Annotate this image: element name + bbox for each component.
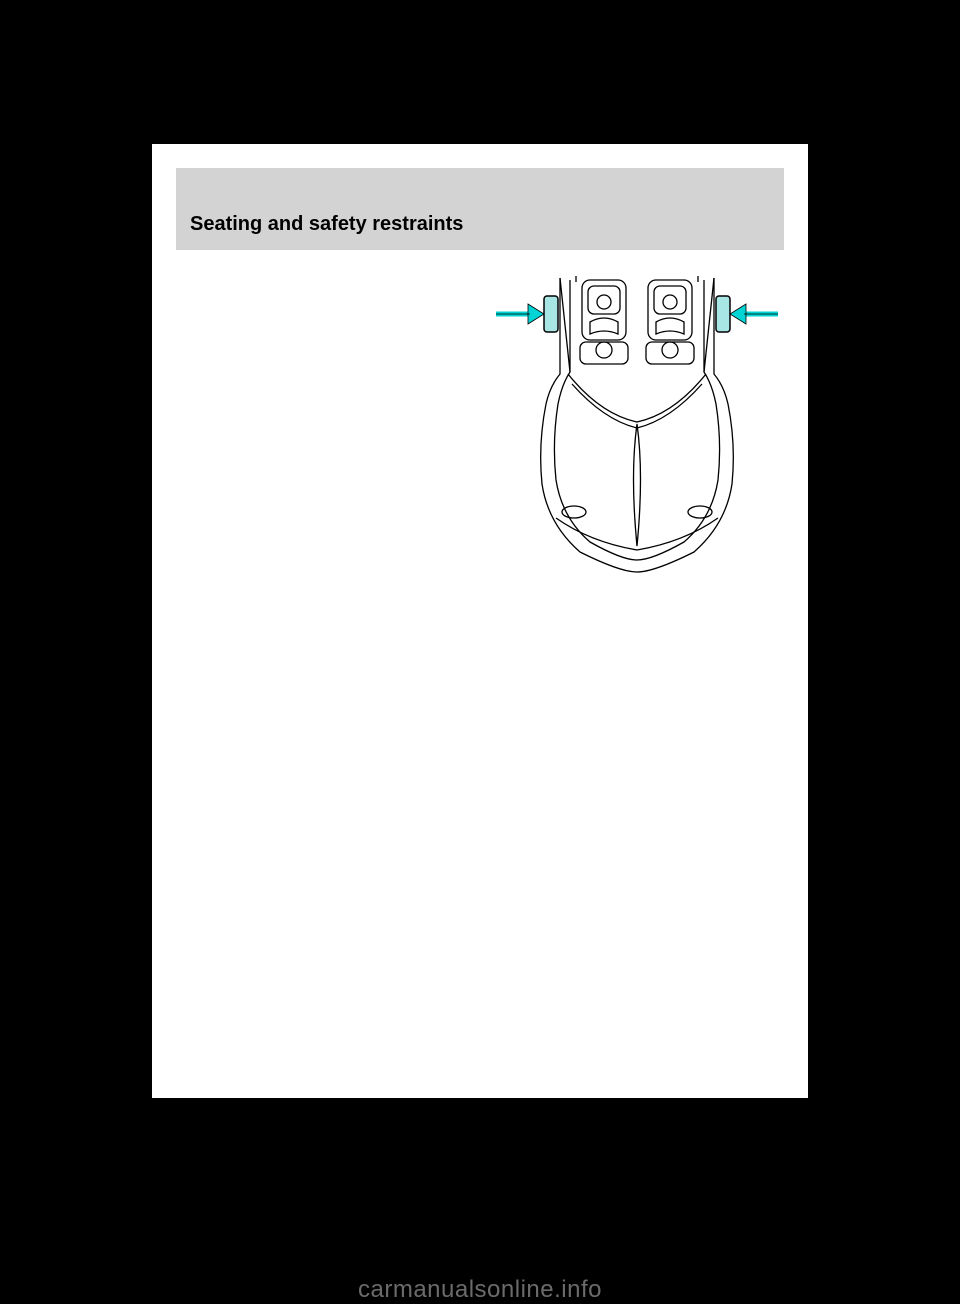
- windshield-line: [568, 374, 706, 422]
- arrow-right: [730, 304, 778, 324]
- section-header: Seating and safety restraints: [176, 168, 784, 250]
- manual-page: Seating and safety restraints: [152, 144, 808, 1098]
- airbag-box-right: [716, 296, 730, 332]
- hood-crease: [634, 424, 641, 546]
- watermark-text: carmanualsonline.info: [0, 1276, 960, 1304]
- section-title: Seating and safety restraints: [190, 213, 463, 236]
- airbag-location-diagram: [490, 274, 784, 574]
- a-pillar-right: [704, 278, 714, 372]
- a-pillar-left: [560, 278, 570, 372]
- arrow-left: [496, 304, 544, 324]
- airbag-box-left: [544, 296, 558, 332]
- seat-left: [580, 280, 628, 364]
- seat-right: [646, 280, 694, 364]
